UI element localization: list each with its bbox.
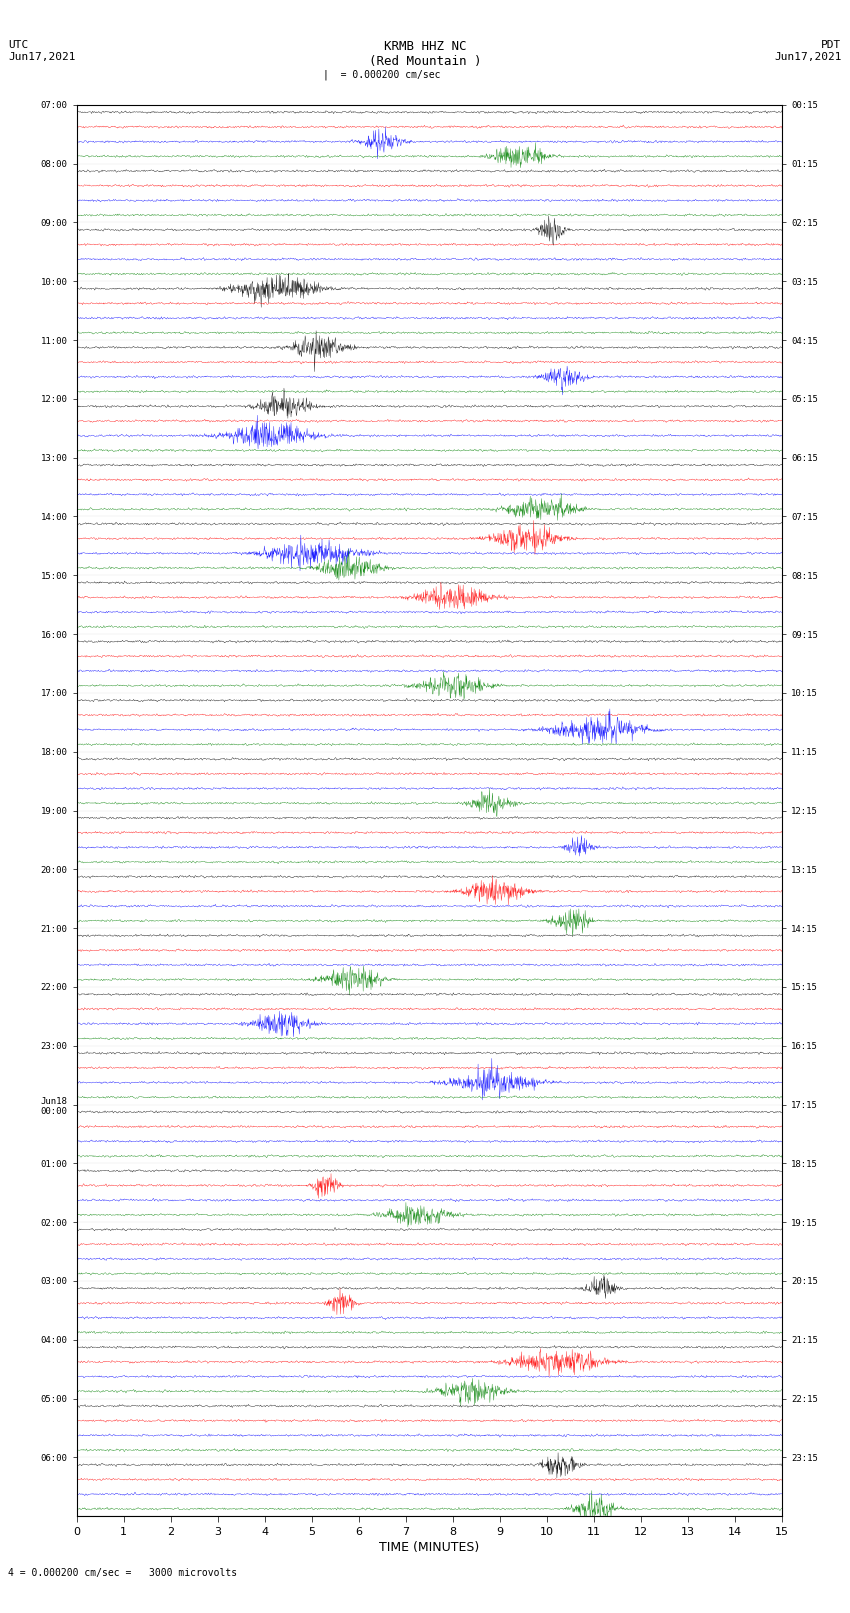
Text: UTC
Jun17,2021: UTC Jun17,2021 — [8, 40, 76, 61]
Text: KRMB HHZ NC
(Red Mountain ): KRMB HHZ NC (Red Mountain ) — [369, 40, 481, 68]
Text: |  = 0.000200 cm/sec: | = 0.000200 cm/sec — [323, 69, 440, 81]
X-axis label: TIME (MINUTES): TIME (MINUTES) — [379, 1540, 479, 1553]
Text: PDT
Jun17,2021: PDT Jun17,2021 — [774, 40, 842, 61]
Text: 4 = 0.000200 cm/sec =   3000 microvolts: 4 = 0.000200 cm/sec = 3000 microvolts — [8, 1568, 238, 1578]
